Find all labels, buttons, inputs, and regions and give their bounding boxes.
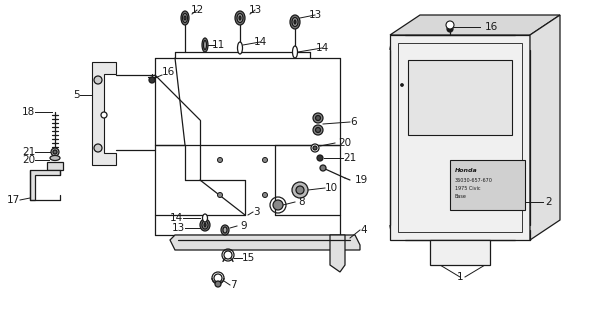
Text: 19: 19 bbox=[355, 175, 368, 185]
Circle shape bbox=[101, 112, 107, 118]
Polygon shape bbox=[170, 235, 360, 250]
Polygon shape bbox=[530, 15, 560, 240]
Text: 14: 14 bbox=[170, 213, 183, 223]
Polygon shape bbox=[30, 170, 60, 200]
Circle shape bbox=[224, 251, 232, 259]
Circle shape bbox=[218, 193, 222, 197]
Text: 16: 16 bbox=[162, 67, 175, 77]
Circle shape bbox=[317, 155, 323, 161]
Text: 9: 9 bbox=[240, 221, 247, 231]
Circle shape bbox=[313, 125, 323, 135]
Text: 21: 21 bbox=[21, 147, 35, 157]
Circle shape bbox=[218, 157, 222, 163]
Ellipse shape bbox=[235, 11, 245, 25]
Ellipse shape bbox=[221, 225, 229, 235]
Text: 12: 12 bbox=[190, 5, 204, 15]
Circle shape bbox=[273, 200, 283, 210]
Text: 6: 6 bbox=[350, 117, 356, 127]
Ellipse shape bbox=[204, 223, 206, 227]
Ellipse shape bbox=[290, 15, 300, 29]
Text: 13: 13 bbox=[249, 5, 262, 15]
Text: 7: 7 bbox=[230, 280, 237, 290]
Polygon shape bbox=[390, 15, 560, 35]
Text: 3: 3 bbox=[253, 207, 260, 217]
Text: 14: 14 bbox=[315, 43, 328, 53]
Text: 21: 21 bbox=[343, 153, 356, 163]
Circle shape bbox=[262, 193, 268, 197]
Circle shape bbox=[292, 182, 308, 198]
Text: 16: 16 bbox=[485, 22, 498, 32]
Polygon shape bbox=[92, 62, 116, 165]
Circle shape bbox=[313, 146, 317, 150]
Ellipse shape bbox=[182, 13, 188, 22]
Bar bbox=[430, 240, 490, 265]
Text: 13: 13 bbox=[172, 223, 185, 233]
Ellipse shape bbox=[50, 156, 60, 161]
Text: 1: 1 bbox=[457, 272, 463, 282]
Ellipse shape bbox=[202, 221, 208, 229]
Bar bbox=[47, 162, 63, 170]
Circle shape bbox=[214, 274, 222, 282]
Ellipse shape bbox=[239, 16, 241, 20]
Circle shape bbox=[149, 77, 155, 83]
Text: 5: 5 bbox=[73, 90, 80, 100]
Circle shape bbox=[320, 165, 326, 171]
Circle shape bbox=[215, 281, 221, 287]
Text: 13: 13 bbox=[308, 10, 322, 20]
Circle shape bbox=[262, 157, 268, 163]
Text: 36030-657-670: 36030-657-670 bbox=[455, 178, 493, 183]
Circle shape bbox=[53, 150, 57, 154]
Ellipse shape bbox=[181, 11, 189, 25]
Text: 4: 4 bbox=[360, 225, 367, 235]
Circle shape bbox=[401, 84, 403, 86]
Text: 20: 20 bbox=[22, 155, 35, 165]
Ellipse shape bbox=[293, 46, 297, 58]
Ellipse shape bbox=[294, 20, 296, 24]
Text: 18: 18 bbox=[21, 107, 35, 117]
Text: 17: 17 bbox=[7, 195, 20, 205]
Circle shape bbox=[315, 116, 321, 121]
Text: 10: 10 bbox=[325, 183, 338, 193]
Bar bbox=[390, 35, 530, 240]
Ellipse shape bbox=[237, 42, 243, 54]
Circle shape bbox=[446, 21, 454, 29]
Ellipse shape bbox=[223, 227, 227, 233]
Circle shape bbox=[51, 148, 59, 156]
Circle shape bbox=[296, 186, 304, 194]
Ellipse shape bbox=[237, 13, 243, 22]
Text: 15: 15 bbox=[242, 253, 255, 263]
Circle shape bbox=[94, 144, 102, 152]
Bar bbox=[450, 160, 525, 210]
Text: 11: 11 bbox=[212, 40, 225, 50]
Text: 1975 Civic: 1975 Civic bbox=[455, 186, 480, 191]
Ellipse shape bbox=[184, 16, 186, 20]
Polygon shape bbox=[330, 235, 345, 272]
Circle shape bbox=[315, 127, 321, 132]
Ellipse shape bbox=[203, 41, 206, 50]
Text: Base: Base bbox=[455, 194, 467, 199]
Circle shape bbox=[447, 26, 453, 32]
Circle shape bbox=[313, 113, 323, 123]
Text: 20: 20 bbox=[338, 138, 351, 148]
Bar bbox=[398, 43, 522, 232]
Ellipse shape bbox=[203, 214, 207, 222]
Text: Honda: Honda bbox=[455, 168, 478, 173]
Text: 8: 8 bbox=[298, 197, 305, 207]
Text: 2: 2 bbox=[545, 197, 552, 207]
Bar bbox=[408, 60, 512, 135]
Circle shape bbox=[311, 144, 319, 152]
Text: 14: 14 bbox=[253, 37, 266, 47]
Ellipse shape bbox=[202, 38, 208, 52]
Ellipse shape bbox=[200, 219, 210, 231]
Circle shape bbox=[94, 76, 102, 84]
Ellipse shape bbox=[292, 18, 298, 27]
